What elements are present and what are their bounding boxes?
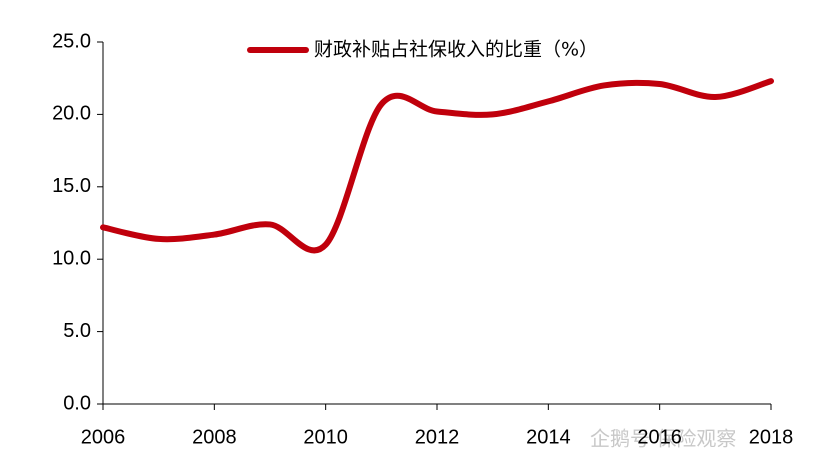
y-tick-label: 20.0: [52, 103, 91, 125]
legend-label: 财政补贴占社保收入的比重（%）: [314, 39, 598, 61]
watermark: 企鹅号 保险观察: [590, 427, 736, 451]
x-tick-label: 2010: [303, 426, 348, 448]
y-tick-label: 0.0: [63, 392, 91, 414]
x-tick-label: 2018: [749, 426, 794, 448]
y-tick-label: 5.0: [63, 320, 91, 342]
x-tick-label: 2008: [192, 426, 237, 448]
y-tick-label: 25.0: [52, 30, 91, 52]
y-tick-label: 15.0: [52, 175, 91, 197]
y-tick-label: 10.0: [52, 247, 91, 269]
x-tick-label: 2014: [526, 426, 571, 448]
line: [100, 78, 774, 254]
x-tick-label: 2016: [637, 426, 682, 448]
x-tick-label: 2012: [415, 426, 460, 448]
x-tick-label: 2006: [81, 426, 126, 448]
